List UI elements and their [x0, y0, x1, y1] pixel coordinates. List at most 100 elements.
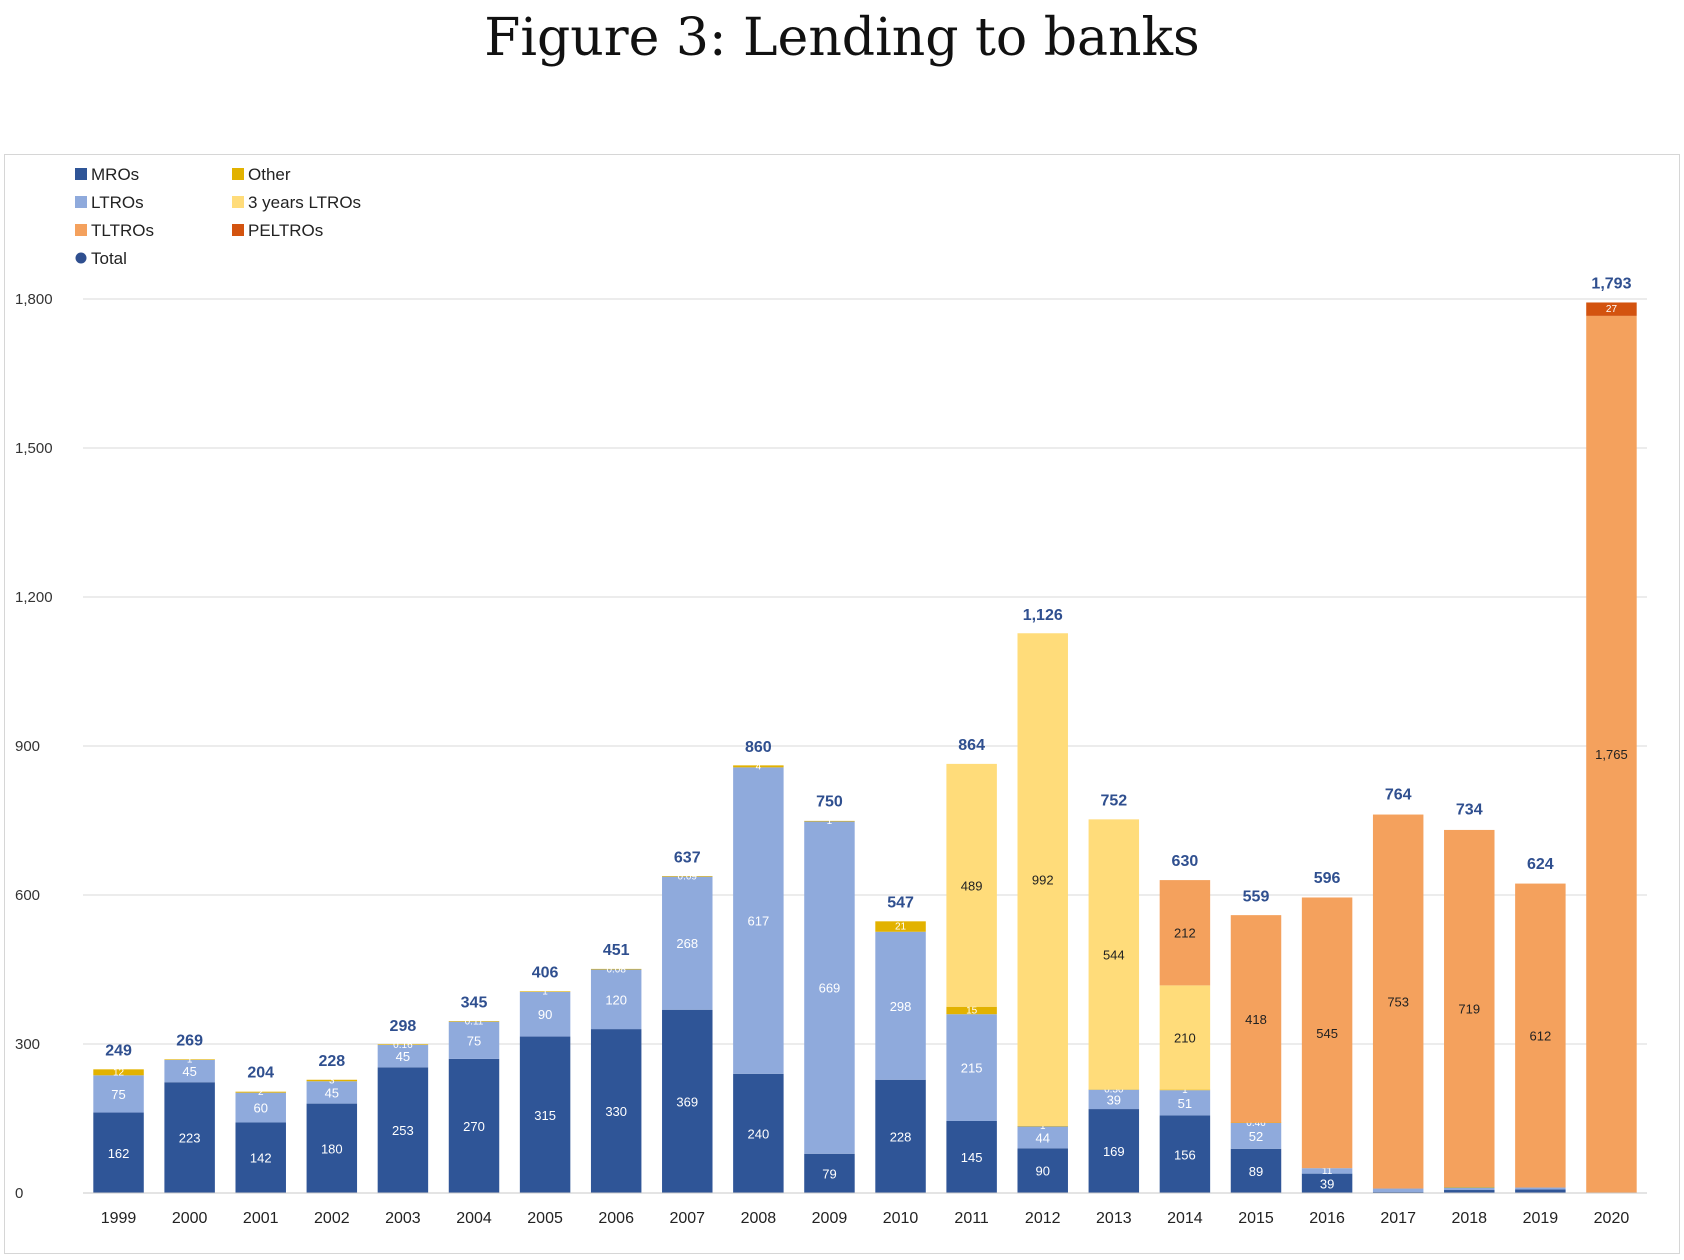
bar-segment-ltros — [1515, 1187, 1566, 1190]
segment-data-label: 39 — [1107, 1092, 1121, 1107]
legend-marker-mros — [75, 168, 87, 180]
total-data-label: 559 — [1243, 888, 1270, 905]
chart-frame: 0 300 600 900 1,200 1,500 1,800 162 75 12 249 1999 2… — [4, 154, 1680, 1254]
total-data-label: 630 — [1172, 853, 1199, 870]
segment-data-label: 215 — [961, 1061, 983, 1076]
legend-marker-tltros — [75, 224, 87, 236]
x-tick-label: 1999 — [101, 1210, 137, 1227]
segment-data-label: 753 — [1387, 995, 1409, 1010]
bar-segment-mros — [662, 1009, 713, 1193]
total-data-label: 204 — [247, 1065, 274, 1082]
legend-label: PELTROs — [248, 221, 323, 240]
segment-data-label: 79 — [822, 1166, 836, 1181]
total-data-label: 1,126 — [1023, 607, 1063, 624]
segment-data-label: 45 — [396, 1049, 410, 1064]
segment-data-label: 90 — [1035, 1164, 1049, 1179]
y-tick-label: 900 — [15, 738, 40, 755]
bar-segment-3-years-ltros — [946, 763, 997, 1007]
x-tick-label: 2000 — [172, 1210, 208, 1227]
bar-segment-other — [377, 1044, 429, 1045]
y-tick-label: 1,500 — [15, 440, 53, 457]
segment-data-label: 52 — [1249, 1129, 1263, 1144]
segment-data-label: 240 — [748, 1126, 770, 1141]
bar-segment-ltros — [733, 767, 784, 1074]
legend-label: 3 years LTROs — [248, 193, 361, 212]
total-data-label: 269 — [176, 1032, 203, 1049]
bar-segment-other — [590, 968, 642, 970]
segment-data-label: 1 — [542, 987, 548, 998]
x-tick-label: 2005 — [527, 1210, 563, 1227]
x-tick-label: 2012 — [1025, 1210, 1061, 1227]
y-tick-label: 1,200 — [15, 589, 53, 606]
bar-segment-ltros — [164, 1059, 215, 1083]
segment-data-label: 75 — [111, 1087, 125, 1102]
total-data-label: 298 — [390, 1018, 417, 1035]
legend-label: TLTROs — [91, 221, 154, 240]
y-tick-label: 1,800 — [15, 291, 53, 308]
bar-segment-tltros — [1586, 315, 1637, 1193]
segment-data-label: 60 — [253, 1101, 267, 1116]
segment-data-label: 0.08 — [606, 964, 626, 975]
segment-data-label: 228 — [890, 1129, 912, 1144]
segment-data-label: 545 — [1316, 1026, 1338, 1041]
bar-segment-mros — [1017, 1148, 1068, 1193]
legend-marker-peltros — [232, 224, 244, 236]
segment-data-label: 612 — [1530, 1029, 1552, 1044]
x-tick-label: 2010 — [883, 1210, 919, 1227]
legend-marker-other — [232, 168, 244, 180]
bar-segment-mros — [448, 1058, 500, 1193]
segment-data-label: 0.46 — [1246, 1118, 1266, 1129]
bar-segment-other — [804, 820, 855, 822]
x-tick-label: 2001 — [243, 1210, 279, 1227]
segment-data-label: 0.16 — [393, 1040, 413, 1051]
x-tick-label: 2003 — [385, 1210, 421, 1227]
total-data-label: 345 — [461, 995, 488, 1012]
bar-segment-ltros — [1301, 1168, 1353, 1174]
segment-data-label: 90 — [538, 1007, 552, 1022]
bar-segment-other — [235, 1091, 286, 1093]
x-tick-label: 2007 — [669, 1210, 705, 1227]
segment-data-label: 544 — [1103, 947, 1125, 962]
bar-segment-ltros — [448, 1021, 500, 1059]
bar-segment-other — [1017, 1125, 1068, 1127]
segment-data-label: 617 — [748, 914, 770, 929]
segment-data-label: 142 — [250, 1151, 272, 1166]
bar-segment-mros — [1230, 1148, 1282, 1193]
segment-data-label: 418 — [1245, 1012, 1267, 1027]
segment-data-label: 0.30 — [1104, 1085, 1124, 1096]
x-tick-label: 2017 — [1380, 1210, 1416, 1227]
segment-data-label: 719 — [1458, 1001, 1480, 1016]
segment-data-label: 330 — [605, 1104, 627, 1119]
total-data-label: 637 — [674, 850, 701, 867]
bar-segment-ltros — [946, 1014, 997, 1121]
bar-segment-mros — [306, 1103, 358, 1193]
total-data-label: 451 — [603, 942, 630, 959]
bar-segment-mros — [164, 1082, 215, 1193]
total-data-label: 624 — [1527, 856, 1554, 873]
segment-data-label: 21 — [895, 922, 907, 933]
segment-data-label: 223 — [179, 1131, 201, 1146]
segment-data-label: 1,765 — [1595, 747, 1628, 762]
segment-data-label: 2 — [258, 1087, 264, 1098]
bar-segment-mros — [1444, 1190, 1495, 1193]
bar-segment-tltros — [1372, 814, 1424, 1189]
segment-data-label: 39 — [1320, 1176, 1334, 1191]
bar-segment-ltros — [590, 969, 642, 1030]
bar-segment-other — [1159, 1089, 1211, 1091]
bar-segment-3-years-ltros — [1088, 819, 1140, 1090]
bar-segment-mros — [377, 1067, 429, 1193]
segment-data-label: 210 — [1174, 1031, 1196, 1046]
bar-segment-tltros — [1159, 880, 1211, 986]
x-tick-label: 2014 — [1167, 1210, 1203, 1227]
total-data-label: 547 — [887, 894, 914, 911]
x-tick-label: 2019 — [1523, 1210, 1559, 1227]
total-data-label: 249 — [105, 1042, 132, 1059]
x-tick-label: 2018 — [1451, 1210, 1487, 1227]
segment-data-label: 1 — [1040, 1121, 1046, 1132]
bar-segment-mros — [590, 1029, 642, 1193]
total-data-label: 750 — [816, 794, 843, 811]
segment-data-label: 51 — [1178, 1096, 1192, 1111]
segment-data-label: 145 — [961, 1150, 983, 1165]
bar-segment-3-years-ltros — [1017, 633, 1068, 1126]
segment-data-label: 75 — [467, 1033, 481, 1048]
